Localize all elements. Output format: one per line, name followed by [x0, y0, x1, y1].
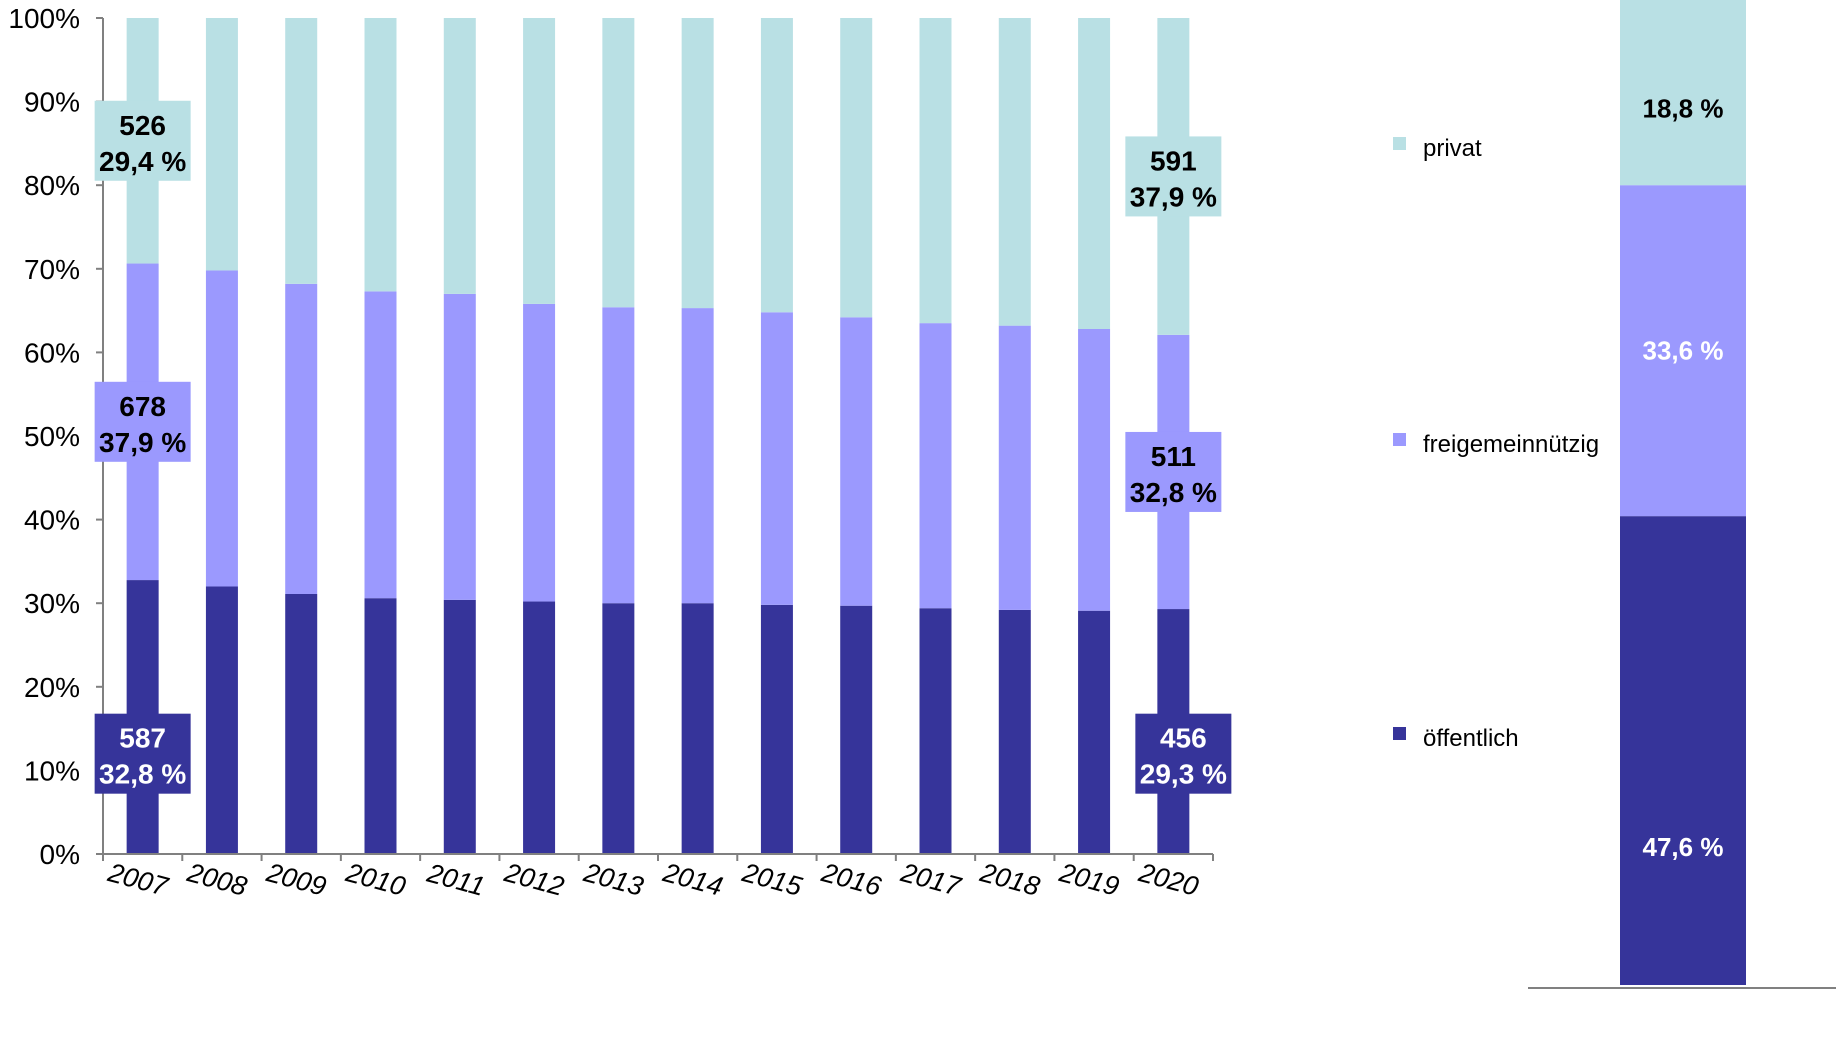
data-label-percent: 37,9 %: [99, 427, 186, 458]
x-tick-label-2020: 2020: [1135, 857, 1202, 902]
y-tick-label: 40%: [24, 505, 80, 536]
x-tick-label-2009: 2009: [263, 857, 330, 902]
bar-privat-2011: [443, 18, 476, 294]
bar-oeffentlich-2019: [1078, 610, 1111, 854]
bar-oeffentlich-2013: [602, 603, 635, 854]
bar-oeffentlich-2009: [285, 594, 318, 854]
x-tick-label-2013: 2013: [580, 857, 647, 902]
side-stacked-bar: 47,6 % 33,6 % 18,8 %: [1528, 0, 1836, 989]
data-label-percent: 37,9 %: [1130, 181, 1217, 212]
y-tick-label: 90%: [24, 87, 80, 118]
bar-oeffentlich-2017: [919, 608, 952, 854]
data-label-percent: 29,4 %: [99, 146, 186, 177]
bar-privat-2016: [840, 18, 873, 318]
side-label-oeffentlich: 47,6 %: [1643, 832, 1724, 862]
y-tick-label: 60%: [24, 337, 80, 368]
data-label-percent: 29,3 %: [1140, 759, 1227, 790]
data-label-box-privat-2007: [94, 100, 191, 181]
legend-swatch-privat: [1393, 137, 1406, 150]
legend-label-freigemeinnuetzig: freigemeinnützig: [1423, 431, 1599, 458]
data-labels-layer: 526 29,4 % 678 37,9 % 587 32,8 % 591 37,9 % 511 3…: [94, 100, 1232, 794]
bar-freigemeinnuetzig-2018: [998, 325, 1031, 610]
legend-label-oeffentlich: öffentlich: [1423, 725, 1519, 752]
x-tick-label-2018: 2018: [976, 857, 1043, 902]
bar-oeffentlich-2008: [205, 586, 238, 854]
data-label-count: 511: [1151, 441, 1196, 472]
bar-oeffentlich-2012: [523, 601, 556, 854]
bar-privat-2015: [760, 18, 793, 313]
bar-freigemeinnuetzig-2014: [681, 308, 714, 604]
side-label-privat: 18,8 %: [1643, 93, 1724, 123]
bar-oeffentlich-2014: [681, 603, 714, 854]
x-tick-label-2007: 2007: [104, 857, 172, 902]
x-tick-label-2014: 2014: [659, 857, 726, 902]
bar-privat-2013: [602, 18, 635, 308]
data-label-count: 456: [1160, 723, 1207, 754]
data-label-box-privat-2020: [1125, 136, 1222, 217]
bar-privat-2014: [681, 18, 714, 309]
y-tick-label: 10%: [24, 755, 80, 786]
data-label-count: 526: [119, 110, 166, 141]
data-label-percent: 32,8 %: [1130, 477, 1217, 508]
bar-freigemeinnuetzig-2011: [443, 293, 476, 600]
y-tick-label: 100%: [8, 3, 80, 34]
side-bar-freigemeinnuetzig: [1620, 185, 1746, 517]
y-tick-label: 30%: [24, 588, 80, 619]
side-label-freigemeinnuetzig: 33,6 %: [1643, 336, 1724, 366]
side-bar-privat: [1620, 0, 1746, 186]
bar-freigemeinnuetzig-2016: [840, 317, 873, 606]
y-tick-label: 50%: [24, 421, 80, 452]
bar-privat-2018: [998, 18, 1031, 326]
data-label-box-freigemeinnuetzig-2020: [1125, 431, 1222, 512]
x-tick-label-2015: 2015: [738, 857, 806, 902]
legend-swatch-freigemeinnuetzig: [1393, 433, 1406, 446]
side-bar-oeffentlich: [1620, 516, 1746, 985]
y-tick-label: 20%: [24, 672, 80, 703]
data-label-percent: 32,8 %: [99, 759, 186, 790]
bar-oeffentlich-2016: [840, 605, 873, 854]
x-tick-label-2010: 2010: [342, 857, 409, 902]
data-label-count: 678: [119, 391, 166, 422]
bar-privat-2010: [364, 18, 397, 292]
bar-oeffentlich-2015: [760, 604, 793, 854]
data-label-count: 587: [119, 723, 166, 754]
bar-privat-2009: [285, 18, 318, 284]
x-tick-label-2011: 2011: [423, 858, 488, 902]
bar-privat-2017: [919, 18, 952, 324]
bar-freigemeinnuetzig-2010: [364, 291, 397, 599]
bars-layer: [126, 18, 1190, 854]
data-label-count: 591: [1150, 145, 1197, 176]
bar-privat-2008: [205, 18, 238, 271]
data-label-box-oeffentlich-2020: [1135, 713, 1232, 794]
bar-freigemeinnuetzig-2013: [602, 307, 635, 604]
x-tick-label-2017: 2017: [897, 857, 965, 902]
bar-oeffentlich-2010: [364, 598, 397, 854]
y-tick-label: 70%: [24, 254, 80, 285]
x-tick-label-2019: 2019: [1056, 857, 1123, 902]
bar-freigemeinnuetzig-2015: [760, 312, 793, 605]
bar-freigemeinnuetzig-2009: [285, 283, 318, 595]
bar-freigemeinnuetzig-2008: [205, 270, 238, 587]
bar-privat-2012: [523, 18, 556, 304]
legend: privat freigemeinnützig öffentlich: [1393, 135, 1599, 752]
data-label-box-freigemeinnuetzig-2007: [94, 381, 191, 462]
x-tick-label-2016: 2016: [818, 857, 886, 902]
bar-privat-2019: [1078, 18, 1111, 329]
legend-swatch-oeffentlich: [1393, 727, 1406, 740]
x-tick-label-2012: 2012: [501, 857, 568, 902]
bar-oeffentlich-2011: [443, 599, 476, 854]
legend-label-privat: privat: [1423, 135, 1482, 162]
bar-freigemeinnuetzig-2019: [1078, 328, 1111, 611]
y-tick-label: 80%: [24, 170, 80, 201]
data-label-box-oeffentlich-2007: [94, 713, 191, 794]
bar-freigemeinnuetzig-2017: [919, 323, 952, 609]
x-tick-label-2008: 2008: [183, 857, 250, 902]
bar-oeffentlich-2018: [998, 609, 1031, 854]
bar-freigemeinnuetzig-2012: [523, 303, 556, 602]
y-tick-label: 0%: [40, 839, 80, 870]
